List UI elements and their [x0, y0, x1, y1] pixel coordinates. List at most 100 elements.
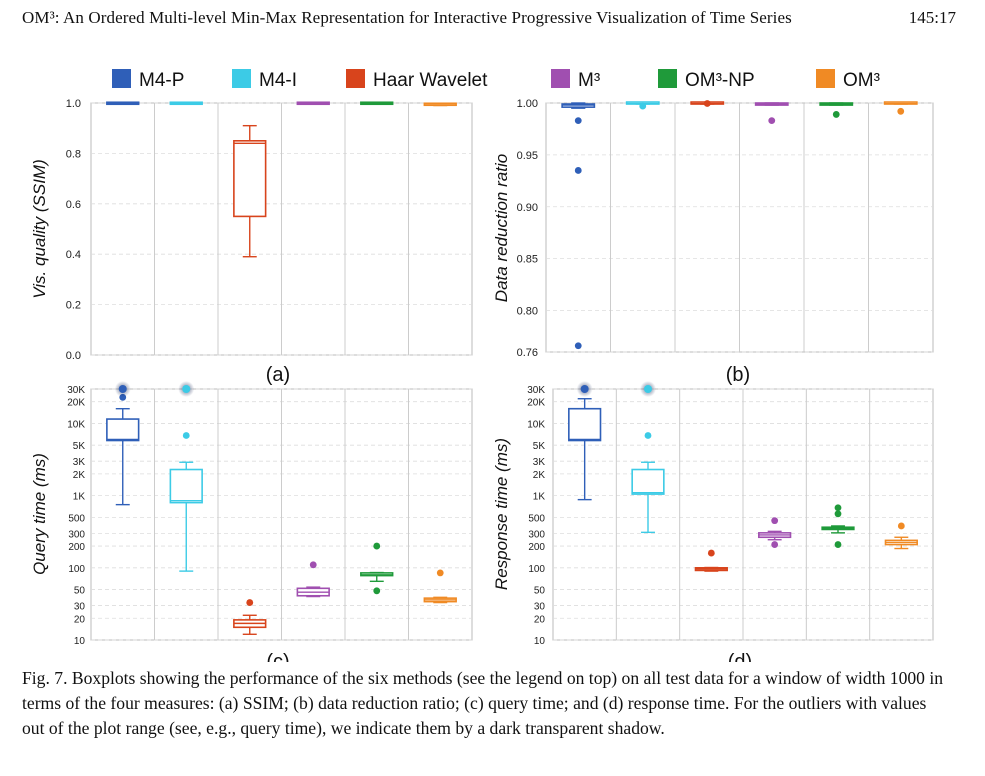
legend: M4-P M4-I Haar Wavelet M³ OM³-NP OM³ — [112, 69, 880, 91]
page-number: 145:17 — [908, 8, 956, 27]
figure-caption: Fig. 7. Boxplots showing the performance… — [22, 666, 952, 741]
y-tick-label: 50 — [74, 586, 86, 597]
box-m4-p — [106, 381, 140, 506]
y-tick-label: 0.2 — [66, 300, 81, 312]
box-haar-wavelet — [694, 549, 728, 572]
box-om-np — [360, 542, 394, 595]
box-haar-wavelet — [233, 124, 267, 258]
box-om-np — [360, 101, 394, 106]
legend-swatch — [658, 69, 677, 88]
outlier-point — [897, 107, 905, 115]
legend-swatch — [112, 69, 131, 88]
box-om- — [423, 569, 457, 604]
box-iqr — [233, 140, 267, 218]
outlier-point — [771, 541, 779, 548]
y-tick-label: 3K — [533, 457, 546, 468]
box-haar-wavelet — [690, 100, 725, 107]
y-tick-label: 20 — [534, 614, 546, 625]
outlier-point — [897, 522, 905, 530]
outlier-point — [771, 517, 779, 525]
y-tick-label: 0.85 — [517, 254, 538, 266]
box-m4-i — [169, 101, 203, 106]
outlier-point — [574, 117, 582, 125]
y-tick-label: 0.8 — [66, 148, 81, 160]
box-m4-p — [568, 381, 602, 501]
panel-label: (b) — [726, 364, 750, 386]
box-iqr — [106, 418, 140, 442]
y-axis-label: Response time (ms) — [492, 438, 511, 590]
boxplot-figure: M4-P M4-I Haar Wavelet M³ OM³-NP OM³ 1.0 0.8 0.… — [30, 69, 934, 662]
y-tick-label: 300 — [68, 529, 85, 540]
box-m4-i — [631, 381, 665, 534]
y-axis-label: Vis. quality (SSIM) — [30, 159, 49, 299]
outlier-point — [703, 100, 711, 107]
box-m4-i — [169, 381, 203, 572]
legend-entry: Haar Wavelet — [346, 69, 488, 91]
box-m- — [758, 517, 792, 548]
y-tick-label: 1K — [73, 492, 86, 503]
y-tick-label: 50 — [534, 586, 546, 597]
legend-swatch — [232, 69, 251, 88]
y-axis-label: Data reduction ratio — [492, 154, 511, 302]
legend-entry: M4-P — [112, 69, 184, 91]
outlier-point — [644, 432, 652, 439]
clipped-outlier-point — [118, 385, 127, 393]
outlier-point — [768, 117, 776, 125]
box-m4-p — [561, 102, 596, 350]
box-m- — [296, 101, 330, 106]
legend-entry: OM³ — [816, 69, 880, 91]
legend-label: M4-I — [259, 70, 297, 91]
outlier-point — [182, 432, 190, 439]
legend-entry: M4-I — [232, 69, 297, 91]
box-iqr — [568, 407, 602, 442]
outlier-point — [574, 167, 582, 174]
outlier-point — [639, 102, 647, 110]
running-title: OM³: An Ordered Multi-level Min-Max Repr… — [22, 8, 792, 27]
y-tick-label: 5K — [73, 441, 86, 452]
y-axis-label: Query time (ms) — [30, 453, 49, 575]
y-tick-label: 0.76 — [517, 347, 538, 359]
y-tick-label: 1.0 — [66, 98, 81, 110]
y-tick-label: 200 — [68, 542, 85, 553]
y-tick-label: 20K — [67, 398, 85, 409]
box-om- — [883, 101, 918, 115]
y-tick-label: 200 — [528, 542, 545, 553]
legend-label: M³ — [578, 70, 600, 91]
box-m4-i — [625, 101, 660, 110]
y-tick-label: 0.4 — [66, 249, 81, 261]
legend-label: OM³ — [843, 70, 880, 91]
y-tick-label: 500 — [528, 513, 545, 524]
clipped-outlier-point — [580, 385, 589, 393]
outlier-point — [834, 541, 842, 548]
legend-swatch — [816, 69, 835, 88]
chart-panel: 1.0 0.8 0.6 0.4 0.2 0.0 Vis. quality (SSIM) (a) — [30, 98, 473, 386]
panels: 1.0 0.8 0.6 0.4 0.2 0.0 Vis. quality (SSIM) (a)… — [30, 98, 934, 662]
box-om- — [884, 522, 918, 550]
y-tick-label: 0.90 — [517, 202, 538, 214]
outlier-point — [834, 510, 842, 518]
box-iqr — [169, 468, 203, 504]
y-tick-label: 1K — [533, 492, 546, 503]
box-iqr — [631, 468, 665, 495]
y-tick-label: 30 — [74, 602, 86, 613]
clipped-outlier-point — [644, 385, 652, 393]
outlier-point — [373, 542, 381, 550]
box-om-np — [819, 102, 854, 118]
page-header: OM³: An Ordered Multi-level Min-Max Repr… — [22, 8, 962, 34]
box-m4-p — [106, 101, 140, 106]
panel-label: (d) — [728, 651, 752, 662]
y-tick-label: 3K — [73, 457, 86, 468]
y-tick-label: 2K — [533, 470, 546, 481]
box-om-np — [821, 504, 855, 548]
y-tick-label: 100 — [68, 564, 85, 575]
legend-swatch — [346, 69, 365, 88]
outlier-point — [707, 549, 715, 557]
y-tick-label: 30K — [527, 385, 545, 396]
y-tick-label: 500 — [68, 513, 85, 524]
y-tick-label: 10 — [534, 636, 546, 647]
outlier-point — [436, 569, 444, 577]
legend-label: Haar Wavelet — [373, 70, 488, 91]
box-om- — [423, 102, 457, 107]
outlier-point — [246, 599, 254, 606]
